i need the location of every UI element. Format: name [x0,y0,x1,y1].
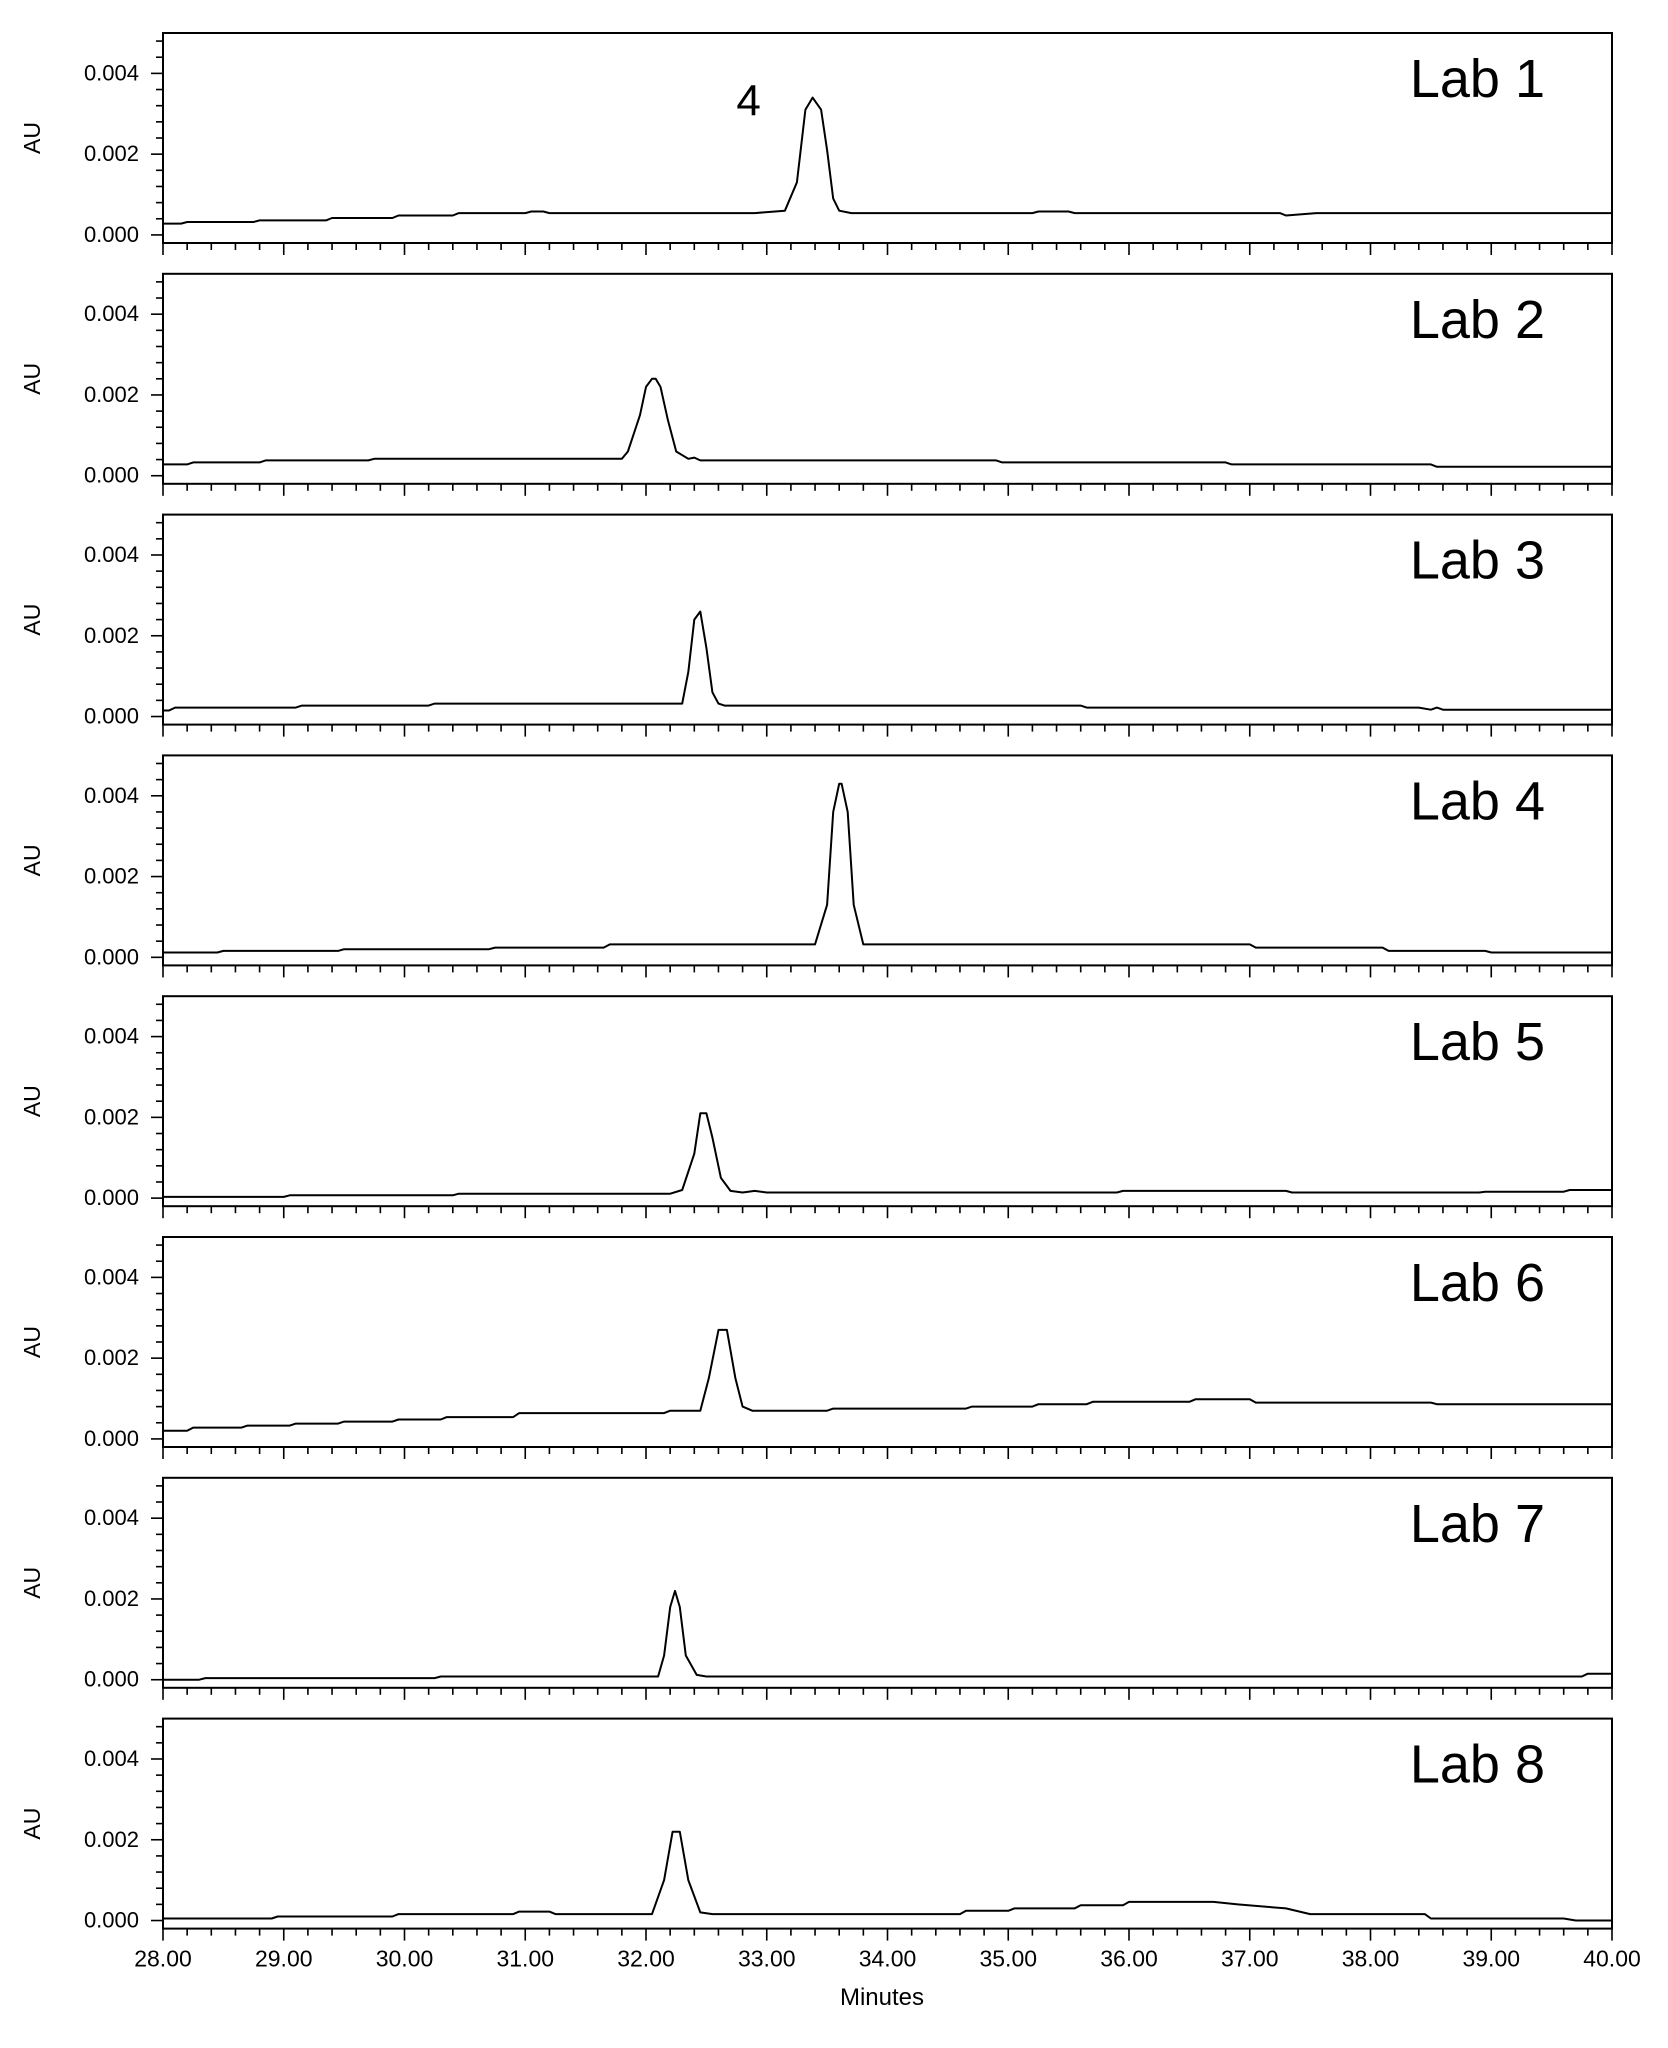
panel-label: Lab 3 [1410,531,1545,591]
y-tick-label: 0.000 [84,1908,139,1933]
plot-frame [162,995,1613,1208]
x-tick-label: 35.00 [979,1946,1037,1972]
x-axis-title: Minutes [840,1984,924,2011]
y-axis-title: AU [19,1326,45,1358]
trace-line [163,1112,1612,1198]
panel-label: Lab 1 [1410,49,1545,109]
trace-line [163,610,1612,712]
trace-line [163,1328,1612,1432]
plot-frame [162,272,1613,485]
trace-line [163,1589,1612,1681]
peak-annotation: 4 [736,77,760,126]
chromatogram-panel: 0.000 0.002 0.004 AU Lab 3 [19,513,1613,737]
x-tick-label: 36.00 [1100,1946,1158,1972]
x-tick-label: 37.00 [1221,1946,1279,1972]
trace-line [163,96,1612,225]
plot-frame [162,32,1613,244]
y-tick-label: 0.000 [84,1667,139,1692]
y-tick-label: 0.000 [84,463,139,488]
plot-frame [162,513,1613,726]
y-axis-title: AU [19,1567,45,1599]
y-tick-label: 0.002 [84,1104,139,1129]
panel-label: Lab 2 [1410,290,1545,350]
y-tick-label: 0.002 [84,382,139,407]
panel-label: Lab 7 [1410,1494,1545,1554]
chromatogram-panel: 0.000 0.002 0.004 AU Lab 6 [19,1236,1613,1459]
y-tick-label: 0.002 [84,1586,139,1611]
x-tick-label: 32.00 [617,1946,675,1972]
y-tick-label: 0.002 [84,864,139,889]
y-axis-title: AU [19,604,45,636]
y-tick-label: 0.004 [84,1264,139,1289]
y-axis-title: AU [19,844,45,876]
y-tick-label: 0.000 [84,222,139,247]
y-tick-label: 0.004 [84,1024,139,1049]
panel-label: Lab 5 [1410,1012,1545,1072]
x-tick-label: 31.00 [496,1946,554,1972]
y-tick-label: 0.004 [84,1746,139,1771]
chromatogram-panel: 0.000 0.002 0.004 AU Lab 8 28.00 29.00 30.00 31.… [19,1717,1641,1972]
panel-label: Lab 6 [1410,1253,1545,1313]
y-tick-label: 0.002 [84,141,139,166]
y-tick-label: 0.004 [84,783,139,808]
x-tick-label: 39.00 [1462,1946,1520,1972]
x-tick-label: 34.00 [859,1946,917,1972]
x-tick-label: 28.00 [134,1946,192,1972]
y-tick-label: 0.000 [84,1426,139,1451]
y-axis-title: AU [19,363,45,395]
y-axis-title: AU [19,122,45,154]
plot-frame [162,1717,1613,1930]
chromatogram-panel: 0.000 0.002 0.004 AU Lab 5 [19,995,1613,1219]
plot-frame [162,1476,1613,1689]
x-tick-label: 38.00 [1342,1946,1400,1972]
panel-label: Lab 8 [1410,1735,1545,1795]
x-tick-label: 33.00 [738,1946,796,1972]
panel-label: Lab 4 [1410,771,1545,831]
y-tick-label: 0.002 [84,623,139,648]
y-tick-label: 0.000 [84,704,139,729]
x-tick-label: 30.00 [376,1946,434,1972]
chromatogram-panel: 0.000 0.002 0.004 AU Lab 1 4 [19,32,1613,255]
x-tick-label: 40.00 [1583,1946,1641,1972]
y-tick-label: 0.004 [84,301,139,326]
chromatogram-panel: 0.000 0.002 0.004 AU Lab 4 [19,754,1613,978]
trace-line [163,782,1612,954]
y-tick-label: 0.002 [84,1345,139,1370]
chromatogram-panel: 0.000 0.002 0.004 AU Lab 2 [19,272,1613,496]
y-tick-label: 0.004 [84,60,139,85]
y-tick-label: 0.000 [84,1185,139,1210]
y-tick-label: 0.000 [84,944,139,969]
y-tick-label: 0.002 [84,1827,139,1852]
y-tick-label: 0.004 [84,1505,139,1530]
plot-frame [162,1236,1613,1448]
trace-line [163,377,1612,468]
chromatogram-panel: 0.000 0.002 0.004 AU Lab 7 [19,1476,1613,1700]
y-axis-title: AU [19,1808,45,1840]
plot-frame [162,754,1613,967]
x-tick-label: 29.00 [255,1946,313,1972]
y-tick-label: 0.004 [84,542,139,567]
trace-line [163,1830,1612,1922]
y-axis-title: AU [19,1085,45,1117]
